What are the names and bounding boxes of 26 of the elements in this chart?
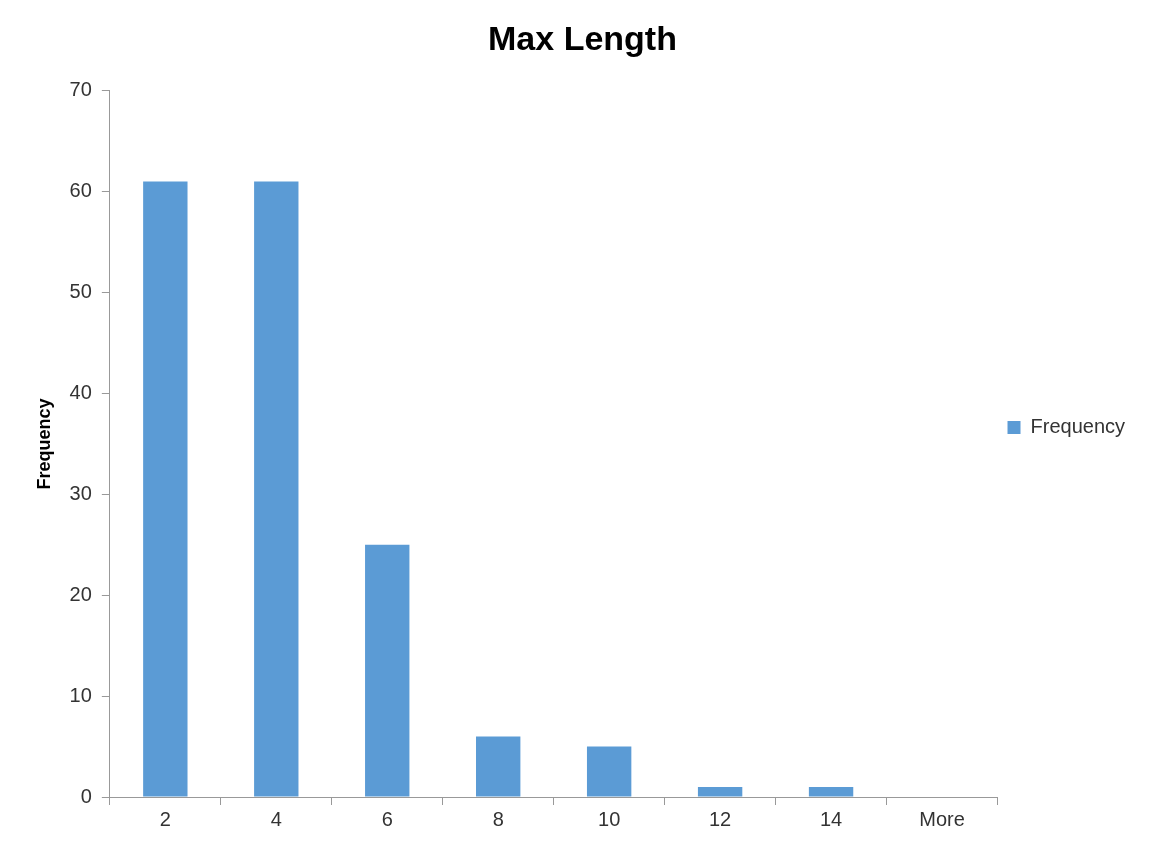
x-tick-label: 6	[381, 807, 393, 830]
bar	[808, 786, 854, 797]
legend-label: Frequency	[1030, 415, 1126, 438]
y-axis-title: Frequency	[33, 398, 54, 490]
chart-title: Max Length	[488, 18, 677, 57]
x-tick-label: 2	[159, 807, 171, 830]
x-tick-label: More	[919, 807, 965, 830]
y-tick-label: 30	[69, 481, 92, 504]
bar	[365, 544, 410, 797]
x-tick-label: 8	[492, 807, 504, 830]
y-tick-label: 10	[69, 683, 92, 706]
x-tick-label: 12	[708, 807, 732, 830]
y-tick-label: 0	[80, 784, 92, 807]
x-tick-label: 10	[598, 807, 621, 830]
bar	[697, 786, 743, 797]
bar	[143, 181, 188, 797]
bar	[586, 746, 632, 797]
bar	[476, 736, 521, 797]
bar	[254, 181, 299, 797]
y-tick-label: 20	[69, 582, 92, 605]
y-tick-label: 70	[69, 78, 92, 101]
x-tick-label: 4	[270, 807, 282, 830]
y-tick-label: 60	[69, 179, 92, 202]
y-tick-label: 40	[69, 380, 92, 403]
x-tick-label: 14	[819, 807, 843, 830]
y-tick-label: 50	[69, 280, 92, 303]
